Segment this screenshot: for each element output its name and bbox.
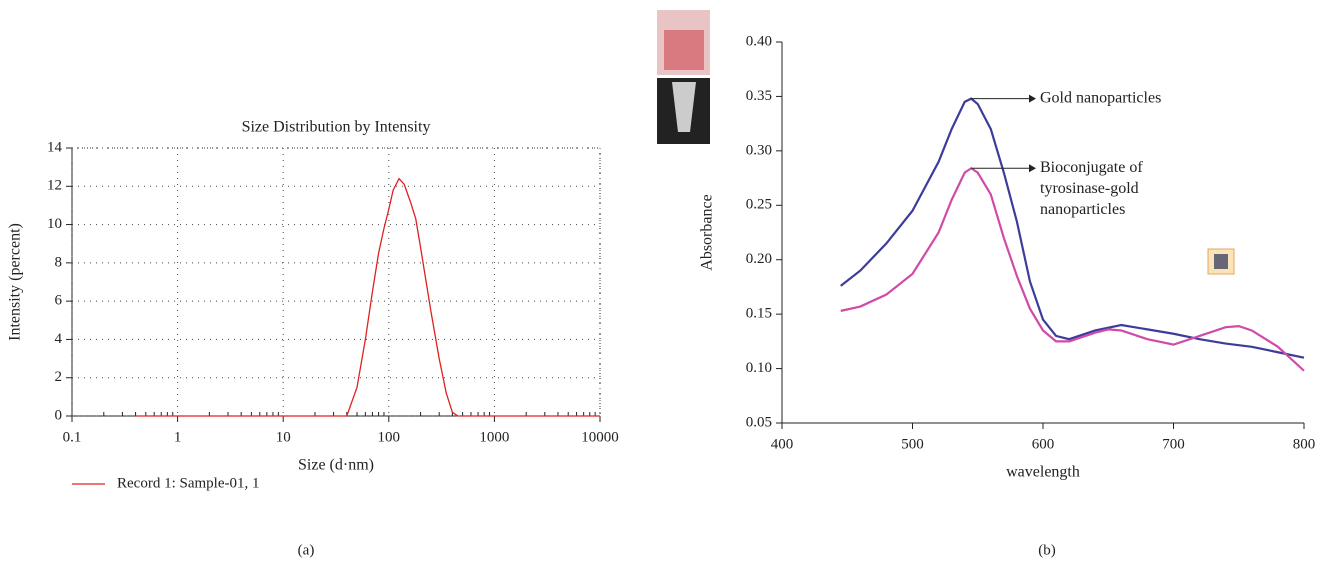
x-tick-label: 10000 [581, 429, 619, 445]
y-tick-label: 0.10 [746, 360, 772, 376]
y-tick-label: 0.30 [746, 142, 772, 158]
caption: (a) [298, 542, 315, 558]
y-axis-label: Absorbance [699, 194, 716, 270]
tube-shape [672, 82, 696, 132]
arrow-head [1029, 164, 1036, 173]
x-tick-label: 800 [1293, 436, 1316, 452]
y-tick-label: 0 [55, 407, 63, 423]
x-tick-label: 700 [1162, 436, 1185, 452]
data-line [840, 166, 1305, 372]
y-tick-label: 10 [47, 216, 62, 232]
x-tick-label: 0.1 [63, 429, 82, 445]
x-tick-label: 500 [901, 436, 924, 452]
chart-title: Size Distribution by Intensity [242, 119, 431, 136]
annotation-text: nanoparticles [1040, 201, 1125, 218]
legend-label: Record 1: Sample-01, 1 [117, 475, 259, 491]
annotation-text: tyrosinase-gold [1040, 180, 1139, 197]
y-axis-label: Intensity (percent) [7, 223, 24, 341]
y-tick-label: 0.15 [746, 306, 772, 322]
data-line [840, 97, 1305, 359]
x-tick-label: 1000 [479, 429, 509, 445]
y-tick-label: 8 [55, 254, 63, 270]
x-axis-label: Size (d·nm) [298, 457, 374, 474]
clipboard-glyph [1214, 254, 1228, 269]
photo-liquid [664, 30, 704, 70]
y-tick-label: 12 [47, 178, 62, 194]
annotation-text: Gold nanoparticles [1040, 89, 1161, 106]
y-tick-label: 0.20 [746, 251, 772, 267]
y-tick-label: 6 [55, 293, 63, 309]
x-axis-label: wavelength [1006, 464, 1080, 481]
y-tick-label: 0.35 [746, 88, 772, 104]
y-tick-label: 0.05 [746, 414, 772, 430]
y-tick-label: 2 [55, 369, 63, 385]
x-tick-label: 600 [1032, 436, 1055, 452]
data-line [135, 177, 600, 417]
annotation-text: Bioconjugate of [1040, 159, 1143, 176]
caption: (b) [1038, 542, 1056, 558]
x-tick-label: 400 [771, 436, 794, 452]
arrow-head [1029, 94, 1036, 103]
x-tick-label: 10 [276, 429, 291, 445]
y-tick-label: 0.40 [746, 33, 772, 49]
x-tick-label: 100 [378, 429, 401, 445]
x-tick-label: 1 [174, 429, 182, 445]
y-tick-label: 4 [55, 331, 63, 347]
y-tick-label: 0.25 [746, 197, 772, 213]
y-tick-label: 14 [47, 139, 63, 155]
